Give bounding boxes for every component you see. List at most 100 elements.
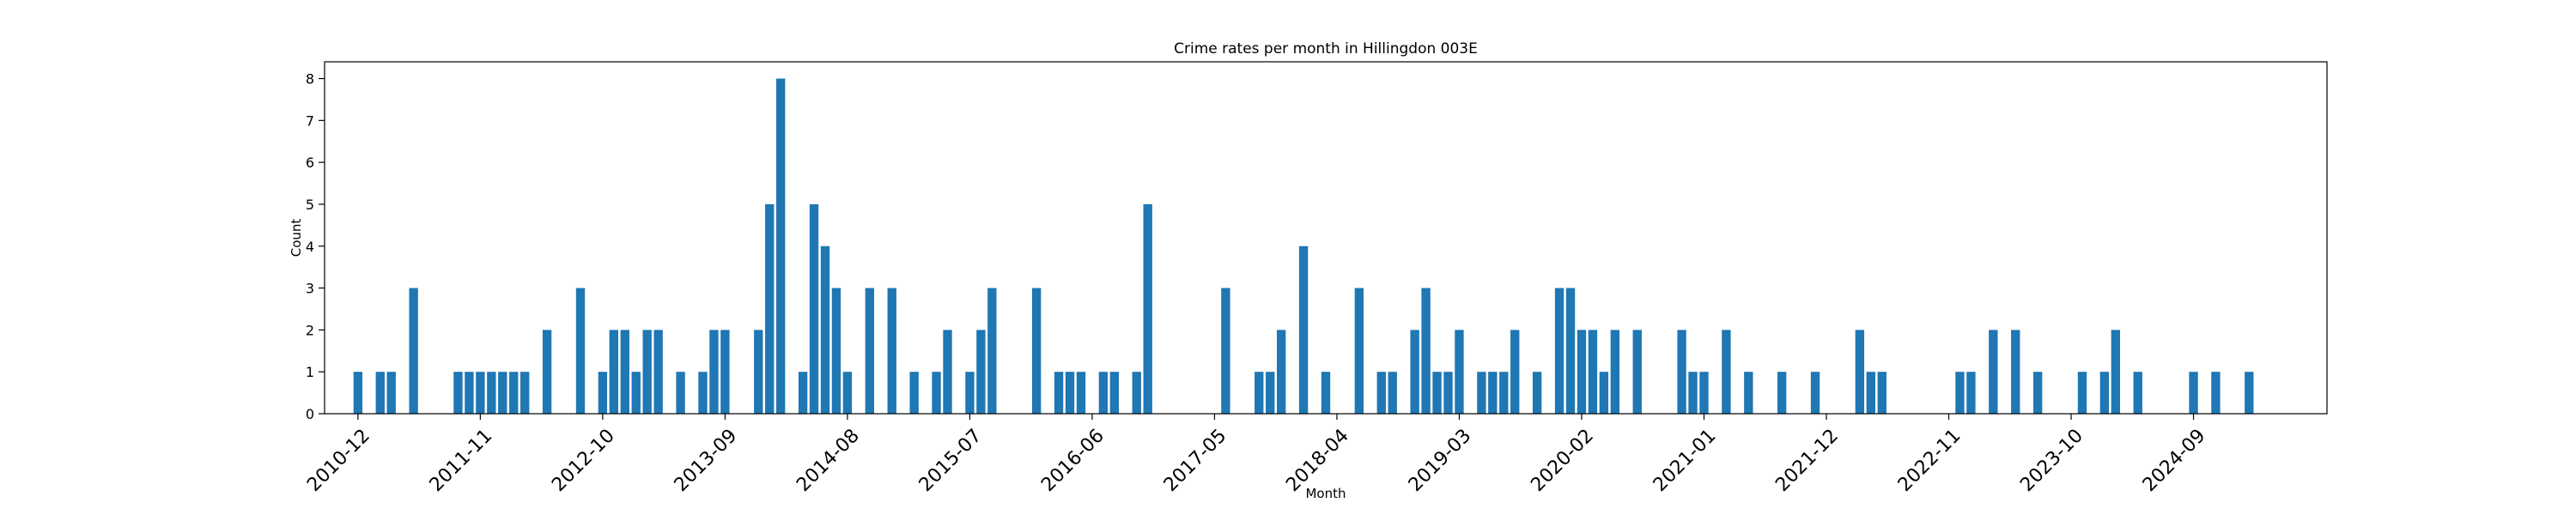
bar bbox=[1477, 372, 1486, 414]
x-axis: 2010-12 2011-11 2012-10 2013-09 2014-08 2015-… bbox=[303, 414, 2210, 496]
bar bbox=[620, 330, 629, 414]
bar bbox=[720, 330, 730, 414]
bar bbox=[709, 330, 719, 414]
bar bbox=[1699, 372, 1709, 414]
bar bbox=[509, 372, 519, 414]
bar bbox=[465, 372, 474, 414]
bar bbox=[1143, 203, 1152, 414]
bar bbox=[754, 330, 763, 414]
bar bbox=[1221, 288, 1230, 414]
bar bbox=[353, 372, 363, 414]
bar bbox=[1376, 372, 1386, 414]
y-tick-label: 5 bbox=[306, 197, 314, 213]
y-tick-label: 0 bbox=[306, 406, 314, 422]
bar bbox=[1132, 372, 1141, 414]
y-axis-label: Count bbox=[289, 219, 304, 258]
x-axis-label: Month bbox=[1305, 486, 1346, 501]
bar bbox=[631, 372, 641, 414]
bar bbox=[1588, 330, 1598, 414]
bar bbox=[1565, 288, 1576, 414]
x-tick-label: 2013-09 bbox=[671, 425, 742, 496]
x-tick-label: 2012-10 bbox=[548, 425, 619, 496]
y-tick-label: 1 bbox=[306, 364, 314, 380]
bar bbox=[2111, 330, 2121, 414]
bar bbox=[909, 372, 919, 414]
bar bbox=[831, 288, 841, 414]
bar bbox=[1499, 372, 1509, 414]
bar bbox=[487, 372, 496, 414]
y-tick-label: 8 bbox=[306, 71, 314, 88]
bar bbox=[1677, 330, 1686, 414]
x-tick-label: 2010-12 bbox=[303, 425, 374, 496]
bar bbox=[2099, 372, 2110, 414]
x-tick-label: 2017-05 bbox=[1160, 425, 1231, 496]
x-tick-label: 2020-02 bbox=[1527, 425, 1598, 496]
y-tick-label: 6 bbox=[306, 154, 314, 171]
bar bbox=[1388, 372, 1397, 414]
bar bbox=[842, 372, 853, 414]
x-tick-label: 2024-09 bbox=[2139, 425, 2210, 496]
bar bbox=[575, 288, 586, 414]
x-tick-label: 2015-07 bbox=[915, 425, 987, 496]
bar bbox=[1109, 372, 1120, 414]
y-tick-label: 3 bbox=[306, 281, 314, 297]
bar bbox=[776, 78, 786, 415]
bar bbox=[1031, 288, 1042, 414]
bar bbox=[2211, 372, 2221, 414]
bar bbox=[2189, 372, 2198, 414]
bar bbox=[498, 372, 507, 414]
bar bbox=[375, 372, 385, 414]
bar bbox=[1298, 245, 1309, 414]
x-tick-label: 2021-12 bbox=[1771, 425, 1843, 496]
x-tick-label: 2019-03 bbox=[1405, 425, 1476, 496]
bar bbox=[1722, 330, 1731, 414]
bar bbox=[1354, 288, 1364, 414]
bar bbox=[1054, 372, 1064, 414]
bar bbox=[1577, 330, 1587, 414]
bar bbox=[932, 372, 941, 414]
bar bbox=[887, 288, 896, 414]
bar bbox=[1421, 288, 1431, 414]
bar bbox=[1632, 330, 1642, 414]
bar bbox=[976, 330, 986, 414]
bar bbox=[1443, 372, 1453, 414]
x-tick-label: 2021-01 bbox=[1649, 425, 1721, 496]
bar bbox=[1098, 372, 1109, 414]
bar bbox=[2011, 330, 2020, 414]
bar bbox=[1877, 372, 1886, 414]
bar bbox=[1688, 372, 1698, 414]
bar bbox=[1266, 372, 1275, 414]
bar bbox=[1554, 288, 1564, 414]
bar bbox=[1855, 330, 1865, 414]
x-tick-label: 2014-08 bbox=[793, 425, 864, 496]
bar bbox=[1510, 330, 1520, 414]
chart-title: Crime rates per month in Hillingdon 003E bbox=[1174, 40, 1478, 58]
x-tick-label: 2023-10 bbox=[2016, 425, 2087, 496]
bar bbox=[943, 330, 952, 414]
bar bbox=[1255, 372, 1264, 414]
y-tick-label: 2 bbox=[306, 322, 314, 338]
x-tick-label: 2016-06 bbox=[1037, 425, 1109, 496]
bar bbox=[820, 245, 830, 414]
bars-group bbox=[353, 78, 2254, 415]
bar bbox=[2245, 372, 2254, 414]
bar bbox=[1076, 372, 1086, 414]
bar bbox=[1321, 372, 1331, 414]
bar bbox=[765, 203, 775, 414]
bar bbox=[1065, 372, 1075, 414]
bar bbox=[1866, 372, 1875, 414]
bar bbox=[542, 330, 552, 414]
bar bbox=[1989, 330, 1998, 414]
bar bbox=[809, 203, 819, 414]
bar bbox=[2077, 372, 2087, 414]
bar bbox=[2133, 372, 2142, 414]
bar bbox=[1744, 372, 1753, 414]
bar bbox=[1432, 372, 1442, 414]
bar bbox=[1599, 372, 1609, 414]
bar bbox=[1955, 372, 1965, 414]
bar bbox=[965, 372, 975, 414]
bar bbox=[1410, 330, 1419, 414]
bar bbox=[1277, 330, 1286, 414]
